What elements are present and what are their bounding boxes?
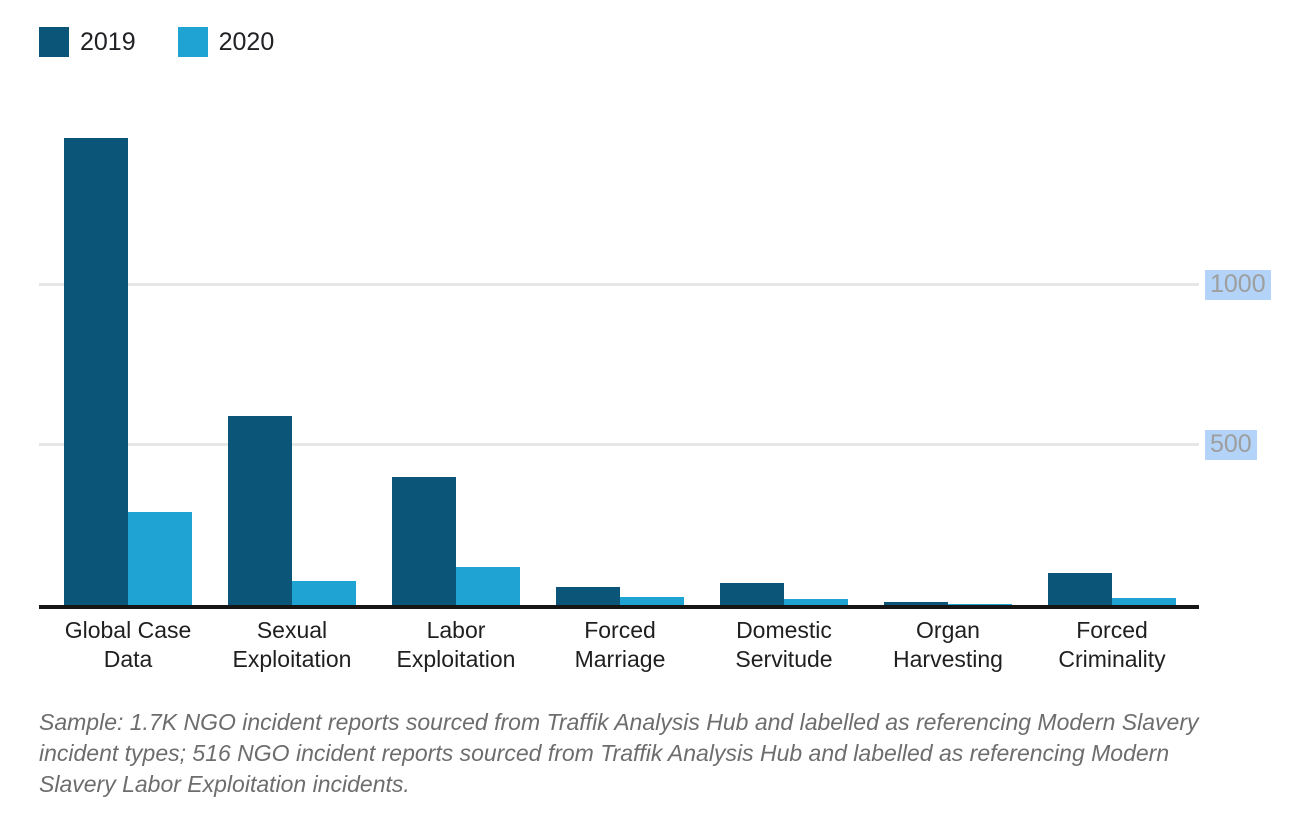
- bar-group-sexual-exploitation: [228, 416, 356, 605]
- legend-swatch-2020: [177, 27, 208, 57]
- x-axis-label-domestic-servitude: Domestic Servitude: [720, 616, 848, 674]
- legend-label: 2020: [218, 27, 275, 56]
- x-axis-label-line: Exploitation: [396, 646, 516, 672]
- x-axis-label-labor-exploitation: Labor Exploitation: [392, 616, 520, 674]
- bar-2020-organ-harvesting: [948, 604, 1012, 605]
- bar-2019-forced-marriage: [556, 587, 620, 605]
- bar-2019-organ-harvesting: [884, 602, 948, 605]
- bar-2020-sexual-exploitation: [292, 581, 356, 605]
- bar-2019-sexual-exploitation: [228, 416, 292, 605]
- chart-legend: 2019 2020: [39, 27, 274, 57]
- bar-group-forced-criminality: [1048, 573, 1176, 605]
- x-axis-label-line: Servitude: [735, 646, 833, 672]
- bar-2020-forced-marriage: [620, 597, 684, 605]
- x-axis-label-sexual-exploitation: Sexual Exploitation: [228, 616, 356, 674]
- bar-2019-global-case-data: [64, 138, 128, 605]
- bar-group-labor-exploitation: [392, 477, 520, 605]
- plot-area: 500 1000: [39, 100, 1271, 609]
- x-axis-label-forced-marriage: Forced Marriage: [556, 616, 684, 674]
- legend-item-2019: 2019: [39, 27, 136, 57]
- chart-caption: Sample: 1.7K NGO incident reports source…: [39, 707, 1239, 800]
- bar-2019-forced-criminality: [1048, 573, 1112, 605]
- legend-item-2020: 2020: [177, 27, 275, 57]
- y-axis-tick-label-500: 500: [1205, 430, 1257, 460]
- caption-line-1: Sample: 1.7K NGO incident reports source…: [39, 709, 1199, 735]
- x-axis-labels: Global Case Data Sexual Exploitation Labor Ex…: [39, 616, 1199, 674]
- legend-swatch-2019: [39, 27, 69, 57]
- bar-group-forced-marriage: [556, 587, 684, 605]
- bar-group-organ-harvesting: [884, 602, 1012, 605]
- bar-2020-global-case-data: [128, 512, 192, 605]
- caption-line-2: incident types; 516 NGO incident reports…: [39, 740, 1170, 766]
- bar-2020-domestic-servitude: [784, 599, 848, 605]
- bar-group-global-case-data: [64, 138, 192, 605]
- x-axis-label-line: Data: [103, 646, 153, 672]
- x-axis-label-line: Sexual: [256, 617, 328, 643]
- x-axis-label-global-case-data: Global Case Data: [64, 616, 192, 674]
- x-axis-label-forced-criminality: Forced Criminality: [1048, 616, 1176, 674]
- x-axis-label-line: Global Case: [64, 617, 192, 643]
- x-axis-label-line: Domestic: [736, 617, 832, 643]
- bar-group-domestic-servitude: [720, 583, 848, 605]
- x-axis-label-line: Marriage: [574, 646, 666, 672]
- x-axis-label-organ-harvesting: Organ Harvesting: [884, 616, 1012, 674]
- x-axis-label-line: Labor: [426, 617, 486, 643]
- bar-groups: [39, 100, 1199, 605]
- legend-label: 2019: [80, 27, 136, 56]
- gridline-500: [39, 443, 1199, 446]
- bar-2019-domestic-servitude: [720, 583, 784, 605]
- x-axis-label-line: Organ: [916, 617, 980, 643]
- x-axis-label-line: Harvesting: [893, 646, 1003, 672]
- x-axis-label-line: Forced: [1076, 617, 1148, 643]
- gridline-1000: [39, 283, 1199, 286]
- bar-2019-labor-exploitation: [392, 477, 456, 605]
- y-axis-tick-label-1000: 1000: [1205, 270, 1271, 300]
- caption-line-3: Slavery Labor Exploitation incidents.: [39, 771, 410, 797]
- x-axis-label-line: Forced: [584, 617, 656, 643]
- bar-2020-forced-criminality: [1112, 598, 1176, 605]
- x-axis-label-line: Criminality: [1058, 646, 1166, 672]
- bar-2020-labor-exploitation: [456, 567, 520, 605]
- x-axis-label-line: Exploitation: [232, 646, 352, 672]
